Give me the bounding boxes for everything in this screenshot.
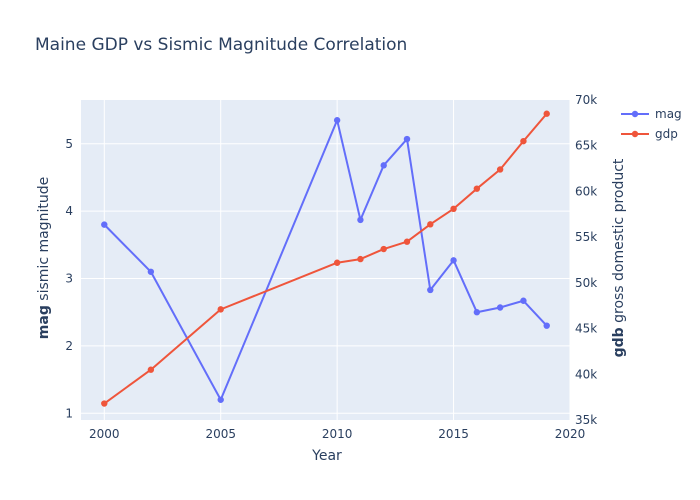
plot-area xyxy=(81,100,570,420)
data-point-mag xyxy=(543,322,550,329)
data-point-gdp xyxy=(147,366,155,373)
y-left-tick-label: 4 xyxy=(65,204,73,218)
data-point-mag xyxy=(496,304,504,311)
data-point-mag xyxy=(473,309,481,316)
data-point-gdp xyxy=(357,255,364,263)
data-point-mag xyxy=(380,162,387,169)
data-point-mag xyxy=(520,297,527,304)
y-right-tick-label: 40k xyxy=(575,367,597,381)
data-point-gdp xyxy=(473,185,481,192)
y-right-tick-label: 45k xyxy=(575,322,597,336)
legend-item-mag: mag xyxy=(621,107,682,121)
chart-title: Maine GDP vs Sismic Magnitude Correlatio… xyxy=(35,35,407,55)
y-right-tick-label: 50k xyxy=(575,276,597,290)
y-right-tick-label: 65k xyxy=(575,139,597,153)
x-tick-label: 2010 xyxy=(322,427,353,441)
data-point-mag xyxy=(333,117,341,124)
legend-swatch-marker xyxy=(631,130,639,138)
y-left-axis-ticks: 1 2 3 4 5 xyxy=(65,137,73,420)
data-point-gdp xyxy=(427,221,434,228)
data-point-gdp xyxy=(217,306,224,313)
legend-item-gdp: gdp xyxy=(621,127,678,141)
y-right-axis-title: gdb gross domestic product xyxy=(611,158,627,357)
x-tick-label: 2015 xyxy=(438,427,469,441)
gridlines xyxy=(81,100,571,420)
data-point-gdp xyxy=(101,400,108,407)
data-point-mag xyxy=(147,268,155,275)
series-mag xyxy=(101,117,550,403)
x-tick-label: 2000 xyxy=(89,427,120,441)
data-point-gdp xyxy=(543,110,550,117)
x-tick-label: 2005 xyxy=(205,427,236,441)
x-axis-ticks: 2000 2005 2010 2015 2020 xyxy=(89,427,585,441)
y-right-axis-ticks: 35k 40k 45k 50k 55k 60k 65k 70k xyxy=(575,93,597,427)
y-right-tick-label: 35k xyxy=(575,413,597,427)
y-left-tick-label: 2 xyxy=(65,339,73,353)
legend: mag gdp xyxy=(621,107,682,141)
data-point-gdp xyxy=(403,238,411,245)
data-point-gdp xyxy=(520,137,527,145)
y-left-axis-title-rest: sismic magnitude xyxy=(36,177,52,305)
data-point-mag xyxy=(427,286,434,294)
series-layer xyxy=(101,110,550,407)
legend-label: mag xyxy=(655,107,682,121)
y-left-tick-label: 5 xyxy=(65,137,73,151)
x-tick-label: 2020 xyxy=(555,427,586,441)
y-left-axis-title: mag sismic magnitude xyxy=(36,177,52,339)
y-right-tick-label: 60k xyxy=(575,184,597,198)
data-point-gdp xyxy=(333,259,341,266)
data-point-gdp xyxy=(496,166,504,173)
data-point-mag xyxy=(101,221,108,228)
data-point-mag xyxy=(403,135,411,143)
data-point-mag xyxy=(450,257,457,264)
data-point-mag xyxy=(217,396,224,403)
x-axis-title: Year xyxy=(311,448,342,464)
y-left-tick-label: 3 xyxy=(65,272,73,286)
data-point-gdp xyxy=(380,245,387,253)
y-right-tick-label: 55k xyxy=(575,230,597,244)
y-right-axis-title-bold: gdb xyxy=(611,327,627,357)
data-point-mag xyxy=(357,216,364,224)
y-left-axis-title-bold: mag xyxy=(36,305,52,339)
y-left-tick-label: 1 xyxy=(65,406,73,420)
legend-swatch-marker xyxy=(631,110,639,118)
y-right-axis-title-rest: gross domestic product xyxy=(611,158,627,327)
data-point-gdp xyxy=(450,205,457,212)
y-right-tick-label: 70k xyxy=(575,93,597,107)
legend-label: gdp xyxy=(655,127,678,141)
series-gdp xyxy=(101,110,550,407)
